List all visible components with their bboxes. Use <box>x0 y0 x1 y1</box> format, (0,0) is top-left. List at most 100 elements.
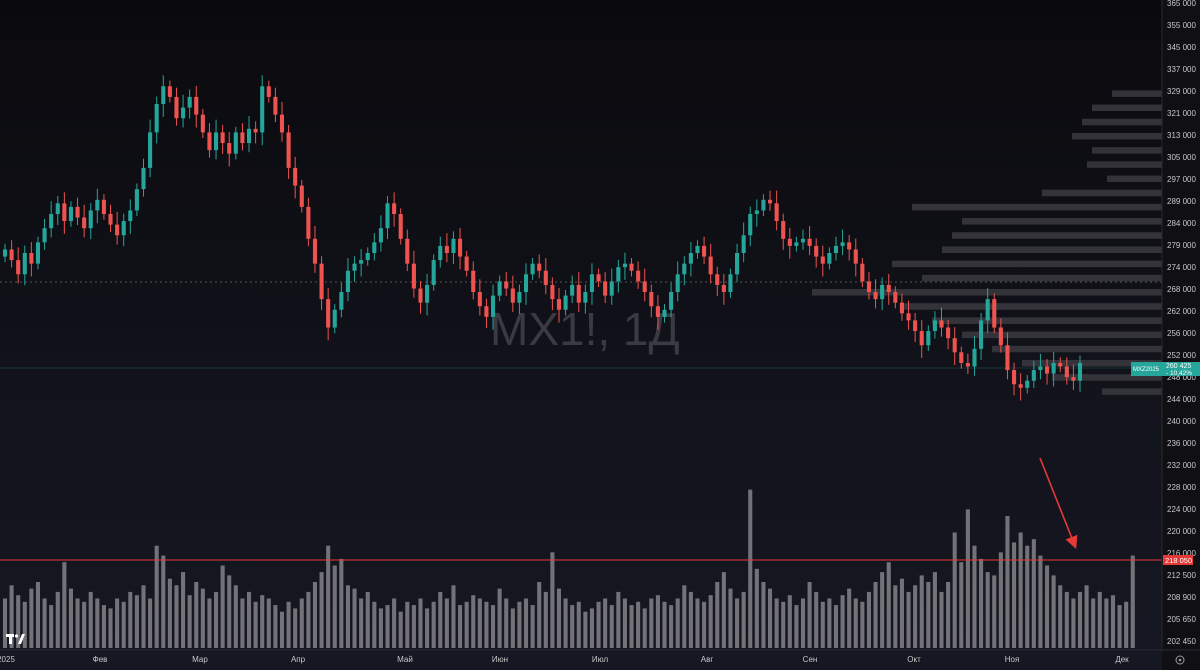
candle-body <box>1077 362 1083 381</box>
profile-bar <box>1087 161 1162 168</box>
candle-body <box>1051 362 1056 374</box>
candle-body <box>715 274 720 285</box>
candle-body <box>847 242 852 250</box>
volume-bar <box>174 585 179 648</box>
volume-bar <box>266 598 271 648</box>
candle-body <box>926 331 931 346</box>
price-tag-change: - 10,42% <box>1166 370 1192 377</box>
y-tick-label: 262 000 <box>1167 307 1196 316</box>
candle-body <box>319 263 324 300</box>
tradingview-logo-icon[interactable] <box>6 632 26 646</box>
candle-body <box>1058 362 1063 367</box>
candle-body <box>570 284 575 296</box>
profile-bar <box>902 303 1162 310</box>
volume-bar <box>273 605 278 648</box>
volume-bar <box>339 558 344 648</box>
candle-body <box>62 203 67 222</box>
candle-body <box>418 288 423 303</box>
candle-body <box>484 306 489 317</box>
volume-bar <box>286 601 291 648</box>
y-tick-label: 208 900 <box>1167 593 1196 602</box>
profile-bar <box>1092 104 1162 112</box>
volume-bar <box>833 605 839 648</box>
candle-body <box>609 281 614 296</box>
price-tag-price: 260 425 <box>1166 363 1191 370</box>
candle-body <box>840 242 845 246</box>
profile-bar <box>992 345 1162 353</box>
candle-body <box>992 299 997 328</box>
candle-body <box>398 213 403 239</box>
volume-bar <box>517 601 522 648</box>
volume-bar <box>95 598 100 648</box>
volume-bar <box>35 582 41 648</box>
volume-bar <box>708 595 713 648</box>
volume-bar <box>688 591 693 648</box>
candle-body <box>1005 345 1010 371</box>
candle-body <box>233 132 238 154</box>
volume-bar <box>1084 585 1089 648</box>
candle-body <box>359 260 364 264</box>
volume-bar <box>187 595 192 648</box>
volume-bar <box>1044 565 1050 648</box>
candle-body <box>636 270 641 282</box>
volume-bar <box>616 591 621 648</box>
volume-bar <box>115 598 120 648</box>
volume-bar <box>181 572 186 648</box>
candle-body <box>721 284 726 293</box>
volume-bar <box>42 598 47 648</box>
candle-body <box>800 238 806 243</box>
price-axis[interactable]: 365 000 355 000 345 000 337 000 329 000 321 0… <box>1167 0 1196 646</box>
candle-body <box>227 143 232 154</box>
volume-bar <box>919 575 924 648</box>
volume-level-tag: 218 050 <box>1163 555 1193 565</box>
candle-body <box>708 256 713 275</box>
candle-body <box>1012 370 1017 385</box>
profile-bar <box>952 232 1162 239</box>
volume-bar <box>108 608 113 648</box>
volume-bar <box>715 582 720 648</box>
volume-bar <box>1104 598 1109 648</box>
volume-bar <box>655 595 660 648</box>
candle-body <box>438 245 443 261</box>
candles <box>2 75 1083 401</box>
profile-bar <box>912 203 1162 211</box>
candle-body <box>326 299 331 328</box>
y-tick-label: 274 000 <box>1167 263 1196 272</box>
candle-body <box>899 302 904 314</box>
volume-bar <box>1025 545 1030 648</box>
candle-body <box>35 242 41 264</box>
candle-body <box>365 253 370 261</box>
axis-settings-icon[interactable] <box>1175 655 1185 665</box>
volume-bar <box>906 591 911 648</box>
candle-body <box>781 221 786 239</box>
volume-bar <box>880 572 885 648</box>
profile-bar <box>922 274 1162 282</box>
y-tick-label: 228 000 <box>1167 483 1196 492</box>
candle-body <box>972 348 977 367</box>
candle-body <box>550 284 555 300</box>
profile-bar <box>1042 189 1162 197</box>
volume-bar <box>1130 555 1135 648</box>
volume-bar <box>497 588 502 648</box>
y-tick-label: 313 000 <box>1167 131 1196 140</box>
volume-bar <box>260 595 265 648</box>
candle-body <box>213 132 219 151</box>
x-tick-label: Дек <box>1115 655 1129 664</box>
volume-bar <box>359 598 364 648</box>
y-tick-label: 240 000 <box>1167 417 1196 426</box>
candle-body <box>128 210 133 222</box>
volume-bar <box>213 591 219 648</box>
volume-bar <box>926 582 931 648</box>
candle-body <box>523 274 529 293</box>
candle-body <box>662 309 667 317</box>
profile-bar <box>942 246 1162 253</box>
volume-bar <box>68 588 73 648</box>
volume-bar <box>233 585 238 648</box>
profile-bar <box>1052 374 1162 381</box>
volume-bar <box>167 578 172 648</box>
candle-body <box>939 320 944 328</box>
volume-bar <box>787 595 792 648</box>
time-axis[interactable]: 2025 Фев Мар Апр Май Июн Июл Авг Сен Окт Ноя Дек <box>0 655 1129 664</box>
y-tick-label: 232 000 <box>1167 461 1196 470</box>
